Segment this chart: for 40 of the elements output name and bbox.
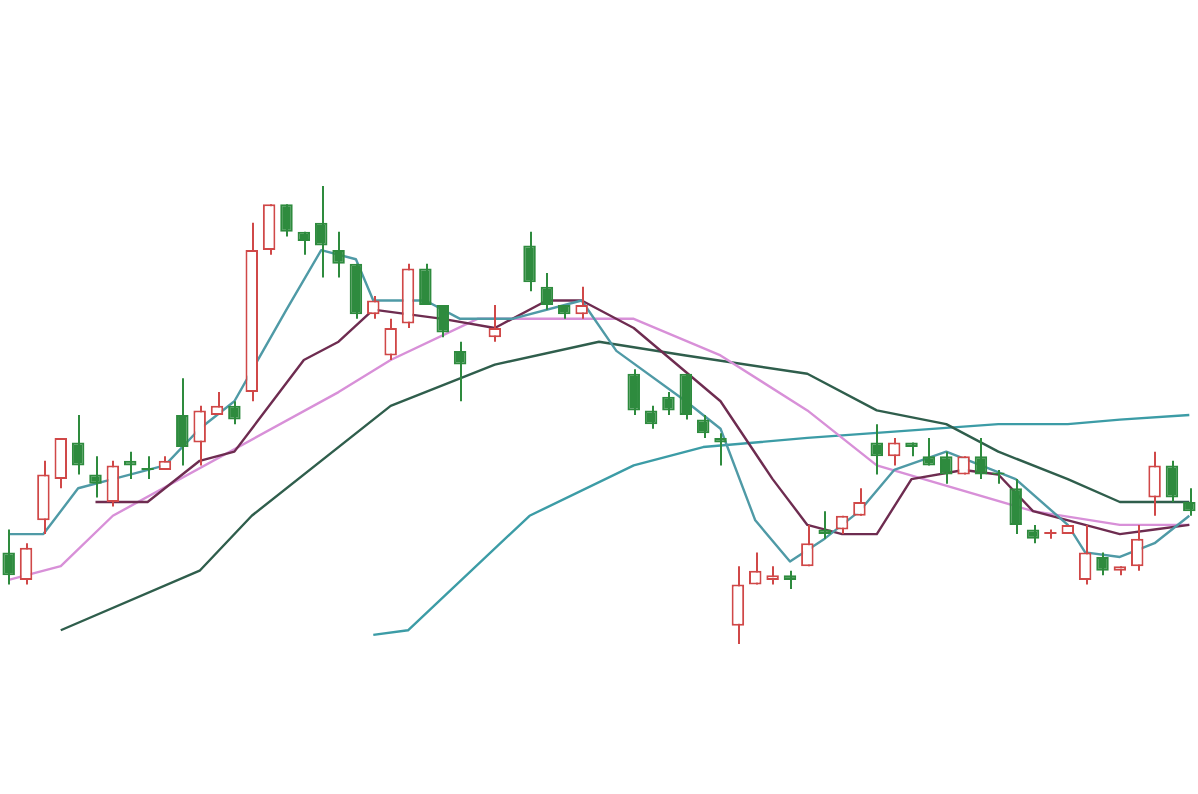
candlestick xyxy=(193,404,206,467)
candlestick xyxy=(1183,487,1196,517)
candlestick xyxy=(523,230,536,293)
candlestick xyxy=(575,285,588,320)
candlestick xyxy=(783,569,797,591)
candlestick xyxy=(627,368,640,416)
candlestick xyxy=(1165,459,1179,504)
candlestick xyxy=(228,400,241,426)
candlestick xyxy=(679,372,693,421)
candlestick xyxy=(37,459,50,536)
candlestick xyxy=(2,528,15,586)
candlestick xyxy=(384,317,397,362)
candlestick xyxy=(1078,523,1092,586)
candlestick xyxy=(419,262,432,307)
candlestick xyxy=(436,304,449,339)
candlestick xyxy=(870,423,884,476)
candlestick xyxy=(262,203,276,256)
candlestick xyxy=(1148,450,1161,517)
candlestick xyxy=(1130,523,1144,572)
candlestick xyxy=(106,459,120,508)
candlestick xyxy=(314,185,328,279)
candlestick xyxy=(453,340,467,403)
candlestick xyxy=(801,523,814,568)
candlestick xyxy=(488,304,502,343)
candlestick xyxy=(349,262,363,320)
candlestick xyxy=(644,404,658,430)
candlestick xyxy=(1026,523,1040,545)
candlestick xyxy=(71,414,85,476)
candlestick xyxy=(731,565,745,645)
candlestick xyxy=(19,542,33,586)
candlestick xyxy=(176,377,189,467)
candlestick xyxy=(922,436,936,467)
candlestick xyxy=(332,230,345,279)
candlestick xyxy=(54,436,68,490)
candlestick xyxy=(766,565,779,586)
candlestick xyxy=(974,436,988,481)
candlestick xyxy=(89,455,102,499)
candlestick xyxy=(280,203,293,238)
candlestick xyxy=(1009,478,1022,536)
candlestick xyxy=(662,391,675,416)
